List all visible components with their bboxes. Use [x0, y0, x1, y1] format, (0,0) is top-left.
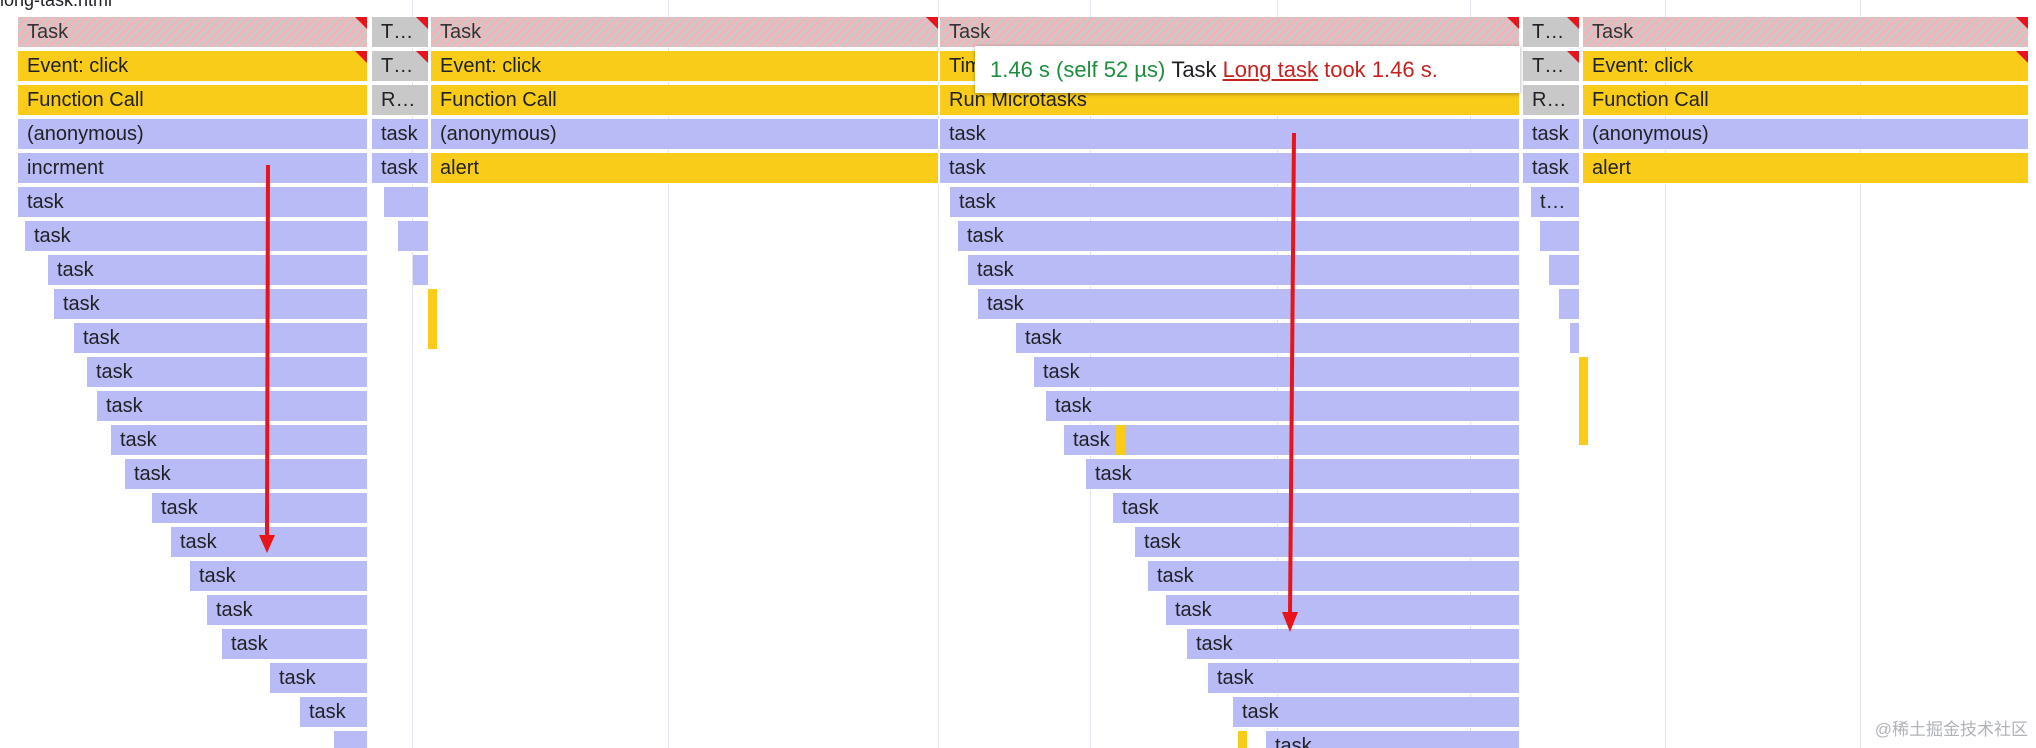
tooltip: 1.46 s (self 52 µs) Task Long task took 1.… — [975, 46, 1520, 93]
task-bar[interactable]: task — [1113, 493, 1520, 524]
task-bar[interactable]: task — [1034, 357, 1520, 388]
task-bar[interactable] — [334, 731, 368, 748]
event-click-bar[interactable]: Event: click — [18, 51, 368, 82]
tooltip-event-name: Task — [1171, 57, 1217, 82]
task-bar[interactable]: task — [1086, 459, 1520, 490]
task-bar[interactable]: task — [940, 153, 1520, 184]
function-call-bar[interactable]: Function Call — [18, 85, 368, 116]
task-bar[interactable]: task — [222, 629, 368, 660]
task-bar[interactable] — [413, 255, 429, 286]
function-call-bar[interactable]: Function Call — [431, 85, 939, 116]
task-bar[interactable]: task — [1148, 561, 1520, 592]
task-bar[interactable] — [1540, 221, 1580, 252]
task-bar[interactable] — [384, 187, 429, 218]
event-short-bar[interactable]: T… — [1523, 51, 1580, 82]
task-bar[interactable]: task — [125, 459, 368, 490]
task-bar[interactable]: task — [1523, 119, 1580, 150]
task-header[interactable]: Task — [431, 17, 939, 48]
grid-line — [1860, 0, 1861, 748]
task-bar[interactable]: task — [1166, 595, 1520, 626]
incrment-bar[interactable]: incrment — [18, 153, 368, 184]
task-bar[interactable]: task — [1135, 527, 1520, 558]
watermark: @稀土掘金技术社区 — [1874, 720, 2028, 739]
task-bar[interactable]: task — [1064, 425, 1520, 456]
task-bar[interactable]: task — [1233, 697, 1520, 728]
file-label: long-task.html — [0, 0, 119, 9]
task-header[interactable]: Task — [18, 17, 368, 48]
task-bar[interactable]: task — [1523, 153, 1580, 184]
r-short-bar[interactable]: R… — [372, 85, 429, 116]
anonymous-bar[interactable]: (anonymous) — [1583, 119, 2029, 150]
grid-line — [668, 0, 669, 748]
task-bar[interactable]: task — [978, 289, 1520, 320]
task-bar[interactable]: task — [1208, 663, 1520, 694]
task-header[interactable]: Task — [1583, 17, 2029, 48]
task-bar[interactable]: task — [1187, 629, 1520, 660]
task-bar[interactable]: task — [958, 221, 1520, 252]
task-bar[interactable] — [1559, 289, 1580, 320]
task-bar[interactable]: task — [74, 323, 368, 354]
task-bar[interactable]: task — [48, 255, 368, 286]
task-bar[interactable]: task — [950, 187, 1520, 218]
function-call-bar[interactable]: Function Call — [1583, 85, 2029, 116]
task-bar[interactable]: task — [270, 663, 368, 694]
task-bar[interactable]: task — [1266, 731, 1520, 748]
small-event-bar — [1238, 731, 1247, 748]
task-bar[interactable]: task — [372, 119, 429, 150]
task-bar[interactable]: task — [968, 255, 1520, 286]
task-bar[interactable]: task — [207, 595, 368, 626]
alert-bar[interactable]: alert — [431, 153, 939, 184]
alert-bar[interactable]: alert — [1583, 153, 2029, 184]
small-event-bar — [1579, 357, 1588, 445]
task-header-short[interactable]: T… — [1523, 17, 1580, 48]
task-bar[interactable]: task — [940, 119, 1520, 150]
task-bar[interactable]: task — [152, 493, 368, 524]
r-short-bar[interactable]: R… — [1523, 85, 1580, 116]
task-bar[interactable]: task — [372, 153, 429, 184]
tooltip-duration: 1.46 s (self 52 µs) — [990, 57, 1166, 82]
task-bar[interactable]: task — [1016, 323, 1520, 354]
task-bar[interactable]: task — [87, 357, 368, 388]
task-bar[interactable]: task — [300, 697, 368, 728]
task-bar[interactable]: task — [54, 289, 368, 320]
task-bar[interactable]: task — [97, 391, 368, 422]
task-header[interactable]: Task — [940, 17, 1520, 48]
event-short-bar[interactable]: T… — [372, 51, 429, 82]
task-bar[interactable]: task — [25, 221, 368, 252]
anonymous-bar[interactable]: (anonymous) — [18, 119, 368, 150]
anonymous-bar[interactable]: (anonymous) — [431, 119, 939, 150]
task-bar[interactable]: t… — [1531, 187, 1580, 218]
event-click-bar[interactable]: Event: click — [431, 51, 939, 82]
grid-line — [412, 0, 413, 748]
task-bar[interactable]: task — [18, 187, 368, 218]
grid-line — [1665, 0, 1666, 748]
task-bar[interactable]: task — [171, 527, 368, 558]
small-event-bar — [428, 289, 437, 349]
task-bar[interactable]: task — [190, 561, 368, 592]
event-click-bar[interactable]: Event: click — [1583, 51, 2029, 82]
tooltip-warning: took 1.46 s. — [1324, 57, 1438, 82]
long-task-link[interactable]: Long task — [1222, 57, 1318, 82]
task-header-short[interactable]: T… — [372, 17, 429, 48]
small-event-bar — [1116, 425, 1125, 455]
task-bar[interactable] — [398, 221, 429, 252]
grid-line — [938, 0, 939, 748]
task-bar[interactable]: task — [1046, 391, 1520, 422]
task-bar[interactable] — [1570, 323, 1580, 354]
task-bar[interactable] — [1549, 255, 1580, 286]
task-bar[interactable]: task — [111, 425, 368, 456]
